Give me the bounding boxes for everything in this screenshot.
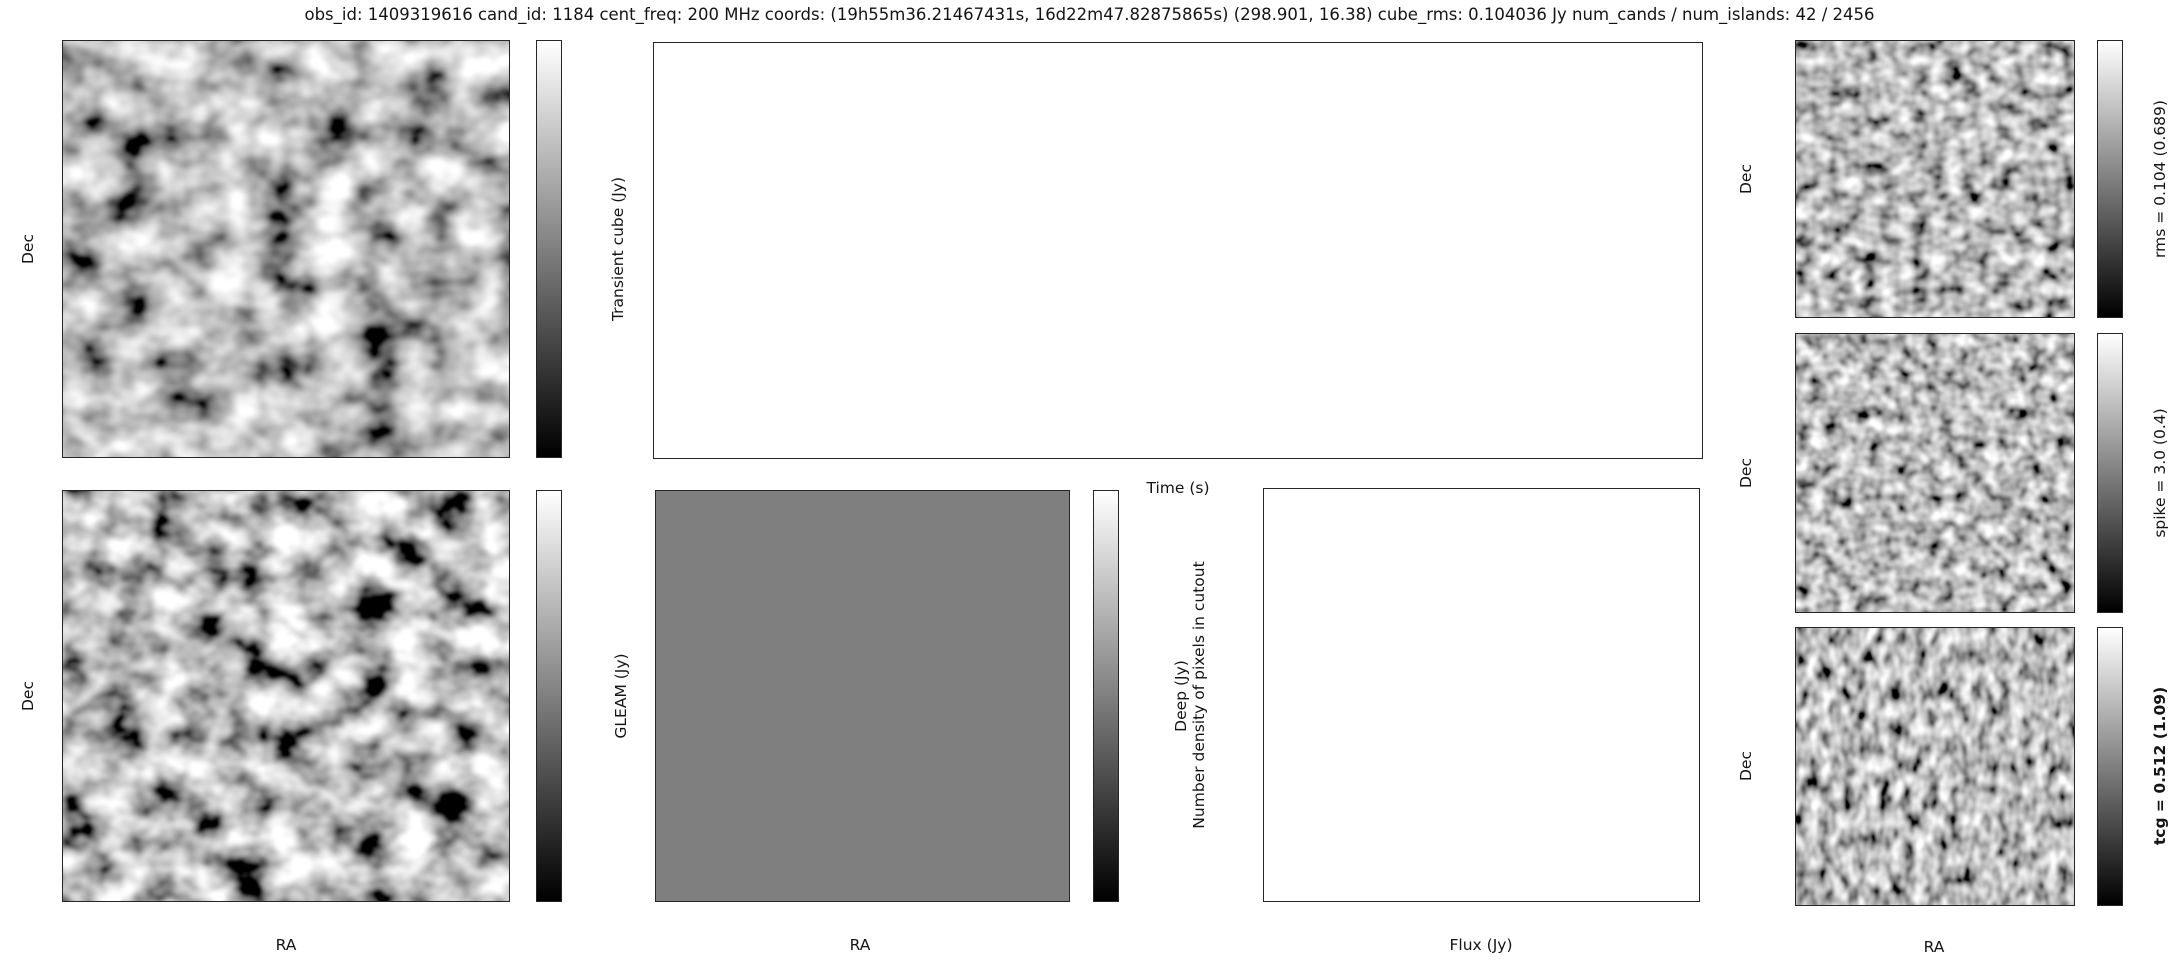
ra-axis-label-gleam: RA (275, 936, 297, 954)
deep-colorbar (1093, 490, 1119, 902)
dec-axis-label-bottom-left: Dec (19, 681, 37, 711)
spike-colorbar (2097, 333, 2123, 613)
dec-axis-label-tcg: Dec (1737, 751, 1755, 781)
dec-axis-label-spike: Dec (1737, 458, 1755, 488)
tcg-noise-image (1796, 628, 2074, 905)
histogram-y-axis-label: Number density of pixels in cutout (1190, 561, 1208, 829)
transient-noise-image (63, 41, 509, 457)
deep-image-panel (655, 490, 1070, 902)
rms-noise-image (1796, 41, 2074, 317)
rms-cutout-panel (1795, 40, 2075, 318)
deep-colorbar-label: Deep (Jy) (1172, 660, 1190, 732)
spike-cutout-panel (1795, 333, 2075, 613)
gleam-colorbar (536, 490, 562, 902)
ra-axis-label-deep: RA (849, 936, 871, 954)
spike-noise-image (1796, 334, 2074, 612)
spike-colorbar-label: spike = 3.0 (0.4) (2151, 408, 2169, 538)
rms-colorbar (2097, 40, 2123, 318)
time-axis-label: Time (s) (1146, 479, 1210, 497)
flux-histogram-panel (1263, 488, 1700, 902)
flux-axis-label: Flux (Jy) (1449, 936, 1513, 954)
lightcurve-panel (653, 42, 1703, 459)
gleam-colorbar-label: GLEAM (Jy) (612, 653, 630, 739)
ra-axis-label-right: RA (1923, 938, 1945, 956)
figure-title: obs_id: 1409319616 cand_id: 1184 cent_fr… (304, 5, 1875, 24)
transient-colorbar (536, 40, 562, 458)
tcg-colorbar-label: tcg = 0.512 (1.09) (2151, 686, 2169, 846)
tcg-colorbar (2097, 627, 2123, 906)
tcg-cutout-panel (1795, 627, 2075, 906)
rms-colorbar-label: rms = 0.104 (0.689) (2151, 100, 2169, 258)
gleam-cutout-panel (62, 490, 510, 902)
transient-colorbar-label: Transient cube (Jy) (609, 176, 627, 322)
gleam-noise-image (63, 491, 509, 901)
dec-axis-label-rms: Dec (1737, 164, 1755, 194)
transient-cutout-panel (62, 40, 510, 458)
dec-axis-label-top-left: Dec (19, 234, 37, 264)
